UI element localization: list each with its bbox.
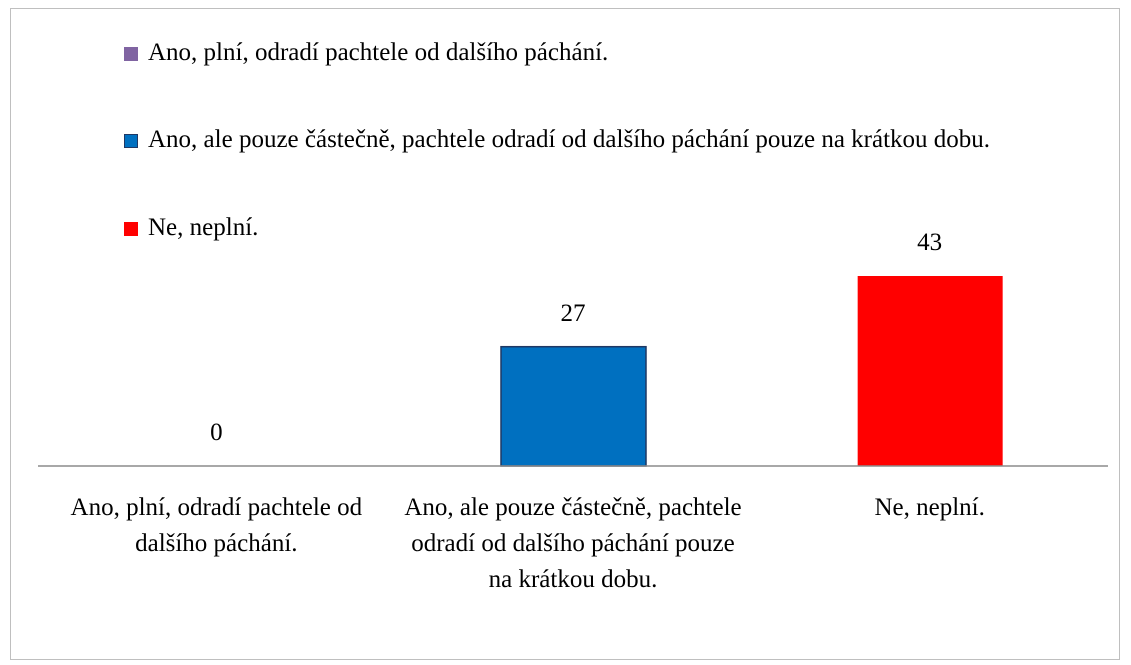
value-label: 27 (560, 299, 586, 327)
x-tick-label: Ne, neplní. (874, 494, 985, 521)
legend-item: Ne, neplní. (124, 210, 1054, 246)
bar (857, 276, 1003, 466)
bar (500, 345, 647, 467)
legend-item: Ano, plní, odradí pachtele od dalšího pá… (124, 35, 1054, 71)
value-label: 43 (917, 229, 943, 256)
legend-text: Ano, plní, odradí pachtele od dalšího pá… (148, 39, 609, 66)
chart-frame (10, 8, 1120, 660)
legend-text: Ne, neplní. (148, 214, 259, 241)
value-label: 0 (210, 419, 223, 446)
legend-swatch (124, 222, 138, 236)
legend-text: Ano, ale pouze částečně, pachtele odradí… (148, 126, 991, 153)
legend-swatch (124, 134, 138, 148)
legend-item: Ano, ale pouze částečně, pachtele odradí… (124, 122, 1054, 158)
x-tick-label: Ano, ale pouze částečně, pachtele odradí… (404, 494, 742, 593)
legend-swatch (124, 47, 138, 61)
x-tick-label: Ano, plní, odradí pachtele od dalšího pá… (70, 494, 363, 557)
